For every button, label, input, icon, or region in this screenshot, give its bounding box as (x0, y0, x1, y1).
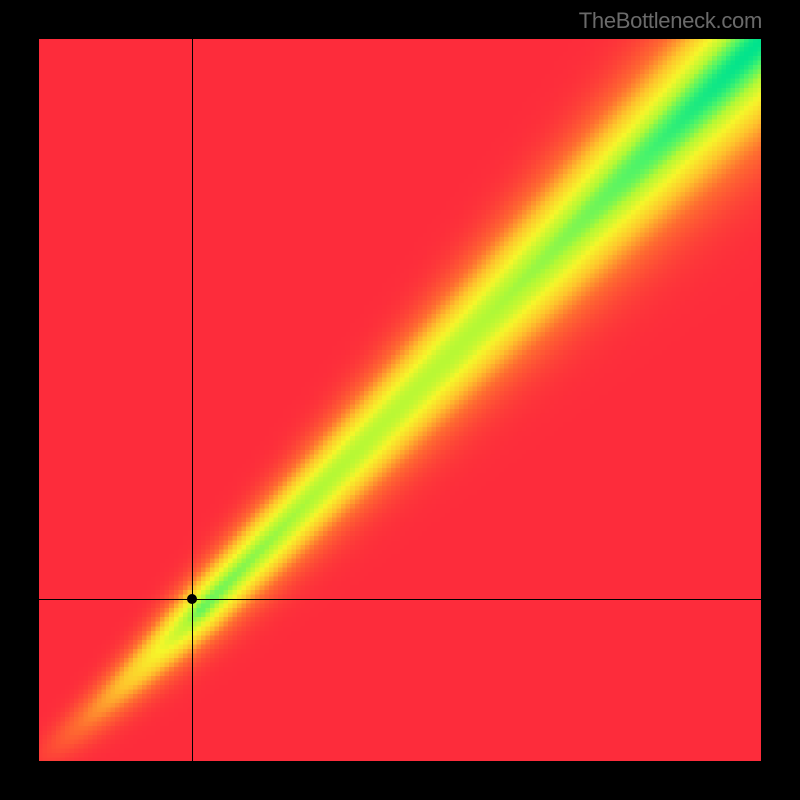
plot-area (38, 38, 762, 762)
crosshair-vertical (192, 38, 193, 762)
heatmap-canvas (38, 38, 762, 762)
figure-container: TheBottleneck.com (0, 0, 800, 800)
crosshair-horizontal (38, 599, 762, 600)
crosshair-marker (187, 594, 197, 604)
watermark-text: TheBottleneck.com (579, 8, 762, 34)
